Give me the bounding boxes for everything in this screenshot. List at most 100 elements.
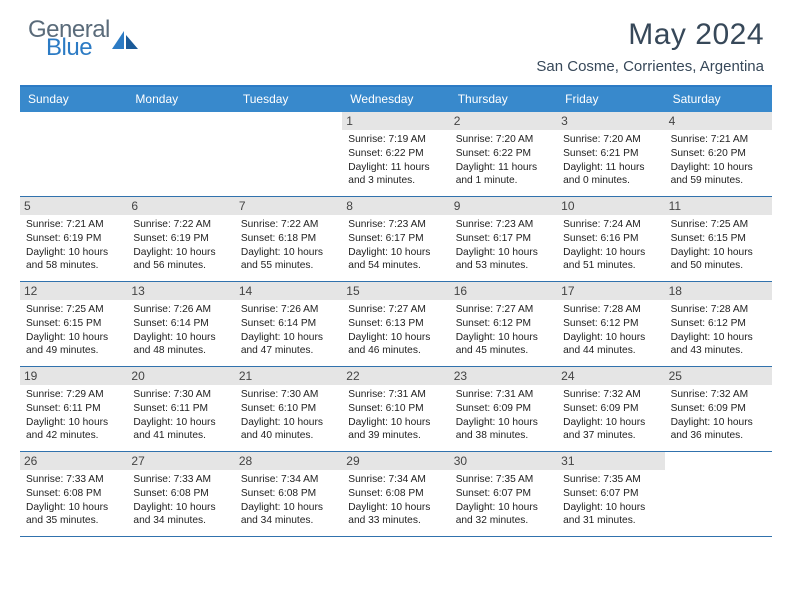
day-number: 11: [665, 197, 772, 215]
day-details: Sunrise: 7:30 AMSunset: 6:11 PMDaylight:…: [133, 388, 228, 443]
day-details: Sunrise: 7:30 AMSunset: 6:10 PMDaylight:…: [241, 388, 336, 443]
day-cell: [235, 112, 342, 196]
day-cell: 27Sunrise: 7:33 AMSunset: 6:08 PMDayligh…: [127, 452, 234, 536]
week-row: 12 Sunrise: 7:25 AMSunset: 6:15 PMDayligh…: [20, 282, 772, 367]
day-number: 9: [450, 197, 557, 215]
logo-text-stack: General Blue: [28, 18, 110, 60]
day-details: Sunrise: 7:32 AMSunset: 6:09 PMDaylight:…: [563, 388, 658, 443]
weekday-header: Monday: [127, 87, 234, 112]
day-cell: 31Sunrise: 7:35 AMSunset: 6:07 PMDayligh…: [557, 452, 664, 536]
day-details: Sunrise: 7:23 AMSunset: 6:17 PMDaylight:…: [456, 218, 551, 273]
day-details: Sunrise: 7:24 AMSunset: 6:16 PMDaylight:…: [563, 218, 658, 273]
day-details: Sunrise: 7:25 AMSunset: 6:15 PMDaylight:…: [671, 218, 766, 273]
day-cell: 17Sunrise: 7:28 AMSunset: 6:12 PMDayligh…: [557, 282, 664, 366]
day-number: 18: [665, 282, 772, 300]
weeks-container: 1 Sunrise: 7:19 AMSunset: 6:22 PMDaylight…: [20, 112, 772, 537]
day-details: Sunrise: 7:25 AMSunset: 6:15 PMDaylight:…: [26, 303, 121, 358]
weekday-header: Wednesday: [342, 87, 449, 112]
day-cell: 26 Sunrise: 7:33 AMSunset: 6:08 PMDayligh…: [20, 452, 127, 536]
day-number: 2: [450, 112, 557, 130]
day-cell: 10 Sunrise: 7:24 AMSunset: 6:16 PMDayligh…: [557, 197, 664, 281]
day-details: Sunrise: 7:21 AMSunset: 6:19 PMDaylight:…: [26, 218, 121, 273]
day-number: 28: [235, 452, 342, 470]
day-cell: 5 Sunrise: 7:21 AMSunset: 6:19 PMDaylight…: [20, 197, 127, 281]
day-number: 27: [127, 452, 234, 470]
day-details: Sunrise: 7:26 AMSunset: 6:14 PMDaylight:…: [133, 303, 228, 358]
day-details: Sunrise: 7:34 AMSunset: 6:08 PMDaylight:…: [348, 473, 443, 528]
week-row: 26 Sunrise: 7:33 AMSunset: 6:08 PMDayligh…: [20, 452, 772, 537]
day-details: Sunrise: 7:27 AMSunset: 6:12 PMDaylight:…: [456, 303, 551, 358]
day-number: 1: [342, 112, 449, 130]
weekday-header: Thursday: [450, 87, 557, 112]
day-number: 23: [450, 367, 557, 385]
day-cell: 24 Sunrise: 7:32 AMSunset: 6:09 PMDayligh…: [557, 367, 664, 451]
week-row: 1 Sunrise: 7:19 AMSunset: 6:22 PMDaylight…: [20, 112, 772, 197]
day-cell: 28 Sunrise: 7:34 AMSunset: 6:08 PMDayligh…: [235, 452, 342, 536]
day-number: 4: [665, 112, 772, 130]
day-details: Sunrise: 7:31 AMSunset: 6:09 PMDaylight:…: [456, 388, 551, 443]
day-details: Sunrise: 7:26 AMSunset: 6:14 PMDaylight:…: [241, 303, 336, 358]
day-details: Sunrise: 7:22 AMSunset: 6:18 PMDaylight:…: [241, 218, 336, 273]
day-cell: 2Sunrise: 7:20 AMSunset: 6:22 PMDaylight…: [450, 112, 557, 196]
day-cell: 15 Sunrise: 7:27 AMSunset: 6:13 PMDayligh…: [342, 282, 449, 366]
day-number: 12: [20, 282, 127, 300]
day-number: 5: [20, 197, 127, 215]
day-number: 6: [127, 197, 234, 215]
day-details: Sunrise: 7:22 AMSunset: 6:19 PMDaylight:…: [133, 218, 228, 273]
calendar: SundayMondayTuesdayWednesdayThursdayFrid…: [20, 85, 772, 537]
header: General Blue May 2024 San Cosme, Corrien…: [0, 0, 792, 75]
day-cell: 1 Sunrise: 7:19 AMSunset: 6:22 PMDaylight…: [342, 112, 449, 196]
day-details: Sunrise: 7:21 AMSunset: 6:20 PMDaylight:…: [671, 133, 766, 188]
weekday-header-row: SundayMondayTuesdayWednesdayThursdayFrid…: [20, 87, 772, 112]
day-number: 31: [557, 452, 664, 470]
day-cell: 16 Sunrise: 7:27 AMSunset: 6:12 PMDayligh…: [450, 282, 557, 366]
day-details: Sunrise: 7:31 AMSunset: 6:10 PMDaylight:…: [348, 388, 443, 443]
week-row: 5 Sunrise: 7:21 AMSunset: 6:19 PMDaylight…: [20, 197, 772, 282]
day-details: Sunrise: 7:32 AMSunset: 6:09 PMDaylight:…: [671, 388, 766, 443]
day-number: 10: [557, 197, 664, 215]
day-cell: 4 Sunrise: 7:21 AMSunset: 6:20 PMDaylight…: [665, 112, 772, 196]
day-details: Sunrise: 7:35 AMSunset: 6:07 PMDaylight:…: [456, 473, 551, 528]
day-cell: 8 Sunrise: 7:23 AMSunset: 6:17 PMDaylight…: [342, 197, 449, 281]
day-cell: 22 Sunrise: 7:31 AMSunset: 6:10 PMDayligh…: [342, 367, 449, 451]
day-number: 16: [450, 282, 557, 300]
day-details: Sunrise: 7:20 AMSunset: 6:21 PMDaylight:…: [563, 133, 658, 188]
weekday-header: Tuesday: [235, 87, 342, 112]
day-number: 15: [342, 282, 449, 300]
month-title: May 2024: [536, 18, 764, 52]
day-cell: 3 Sunrise: 7:20 AMSunset: 6:21 PMDaylight…: [557, 112, 664, 196]
day-cell: 29Sunrise: 7:34 AMSunset: 6:08 PMDayligh…: [342, 452, 449, 536]
day-cell: 18 Sunrise: 7:28 AMSunset: 6:12 PMDayligh…: [665, 282, 772, 366]
day-number: 26: [20, 452, 127, 470]
day-number: 21: [235, 367, 342, 385]
day-cell: 21 Sunrise: 7:30 AMSunset: 6:10 PMDayligh…: [235, 367, 342, 451]
day-cell: 7 Sunrise: 7:22 AMSunset: 6:18 PMDaylight…: [235, 197, 342, 281]
day-details: Sunrise: 7:28 AMSunset: 6:12 PMDaylight:…: [671, 303, 766, 358]
day-number: 22: [342, 367, 449, 385]
day-number: 3: [557, 112, 664, 130]
day-number: 19: [20, 367, 127, 385]
day-details: Sunrise: 7:33 AMSunset: 6:08 PMDaylight:…: [26, 473, 121, 528]
day-cell: 19 Sunrise: 7:29 AMSunset: 6:11 PMDayligh…: [20, 367, 127, 451]
day-details: Sunrise: 7:34 AMSunset: 6:08 PMDaylight:…: [241, 473, 336, 528]
day-number: 7: [235, 197, 342, 215]
day-details: Sunrise: 7:27 AMSunset: 6:13 PMDaylight:…: [348, 303, 443, 358]
weekday-header: Saturday: [665, 87, 772, 112]
day-number: 14: [235, 282, 342, 300]
day-cell: 23 Sunrise: 7:31 AMSunset: 6:09 PMDayligh…: [450, 367, 557, 451]
logo-text-blue: Blue: [46, 36, 110, 60]
day-cell: [665, 452, 772, 536]
day-cell: 13 Sunrise: 7:26 AMSunset: 6:14 PMDayligh…: [127, 282, 234, 366]
day-details: Sunrise: 7:29 AMSunset: 6:11 PMDaylight:…: [26, 388, 121, 443]
day-details: Sunrise: 7:19 AMSunset: 6:22 PMDaylight:…: [348, 133, 443, 188]
day-details: Sunrise: 7:23 AMSunset: 6:17 PMDaylight:…: [348, 218, 443, 273]
sail-icon: [112, 31, 140, 51]
title-block: May 2024 San Cosme, Corrientes, Argentin…: [536, 18, 764, 75]
day-number: 30: [450, 452, 557, 470]
day-cell: [127, 112, 234, 196]
day-cell: 20Sunrise: 7:30 AMSunset: 6:11 PMDayligh…: [127, 367, 234, 451]
day-number: 24: [557, 367, 664, 385]
day-number: 13: [127, 282, 234, 300]
day-number: 8: [342, 197, 449, 215]
weekday-header: Sunday: [20, 87, 127, 112]
